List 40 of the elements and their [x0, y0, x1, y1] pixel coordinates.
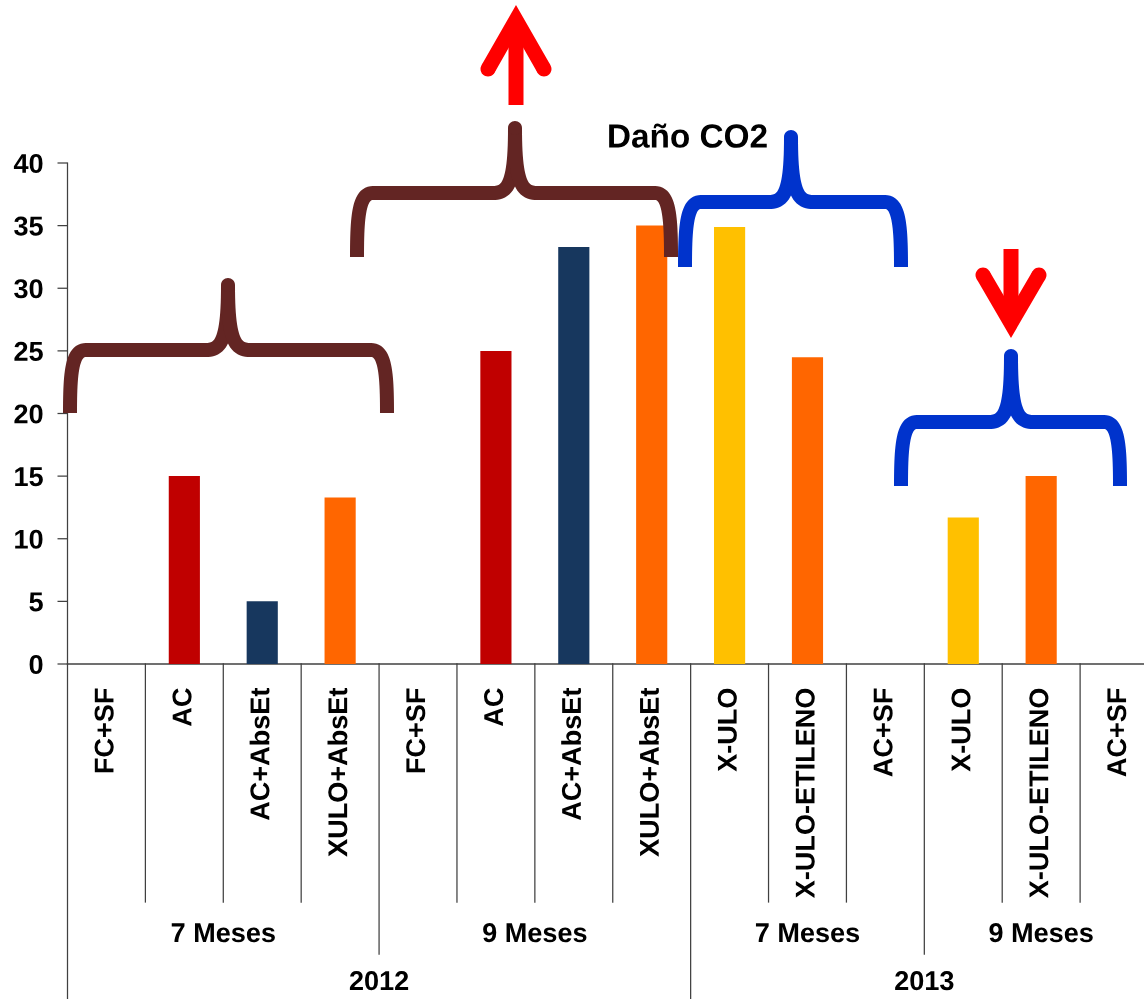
- x-tick-label: FC+SF: [406, 688, 426, 773]
- y-tick-label: 40: [13, 153, 43, 174]
- x-tick-label: X-ULO: [717, 688, 737, 772]
- x-tick-label: AC+SF: [1107, 688, 1127, 777]
- bar: [558, 246, 590, 664]
- bar: [636, 225, 668, 664]
- y-tick-label: 10: [15, 529, 43, 549]
- y-tick-label: 0: [29, 654, 43, 675]
- x-tick-label: XULO+AbsEt: [639, 687, 659, 857]
- x-tick-label: FC+SF: [94, 688, 114, 773]
- x-tick-label: XULO+AbsEt: [327, 687, 348, 857]
- y-tick-label: 35: [14, 216, 43, 236]
- bar: [1025, 476, 1057, 664]
- bar: [714, 226, 746, 664]
- text: 7 Meses: [755, 923, 860, 943]
- y-tick-label: 5: [29, 592, 43, 612]
- x-tick-label: AC+SF: [873, 688, 893, 777]
- x-tick-label: X-ULO-ETILENO: [1029, 688, 1049, 899]
- y-tick-label: 20: [14, 404, 43, 424]
- text: 2013: [895, 971, 954, 991]
- text: 2012: [349, 971, 409, 991]
- bar: [480, 350, 512, 664]
- bar: [246, 601, 278, 664]
- x-tick-label: X-ULO: [951, 688, 971, 772]
- x-tick-label: AC+AbsEt: [561, 687, 582, 821]
- x-tick-label: AC: [172, 688, 192, 727]
- x-tick-label: X-ULO-ETILENO: [795, 688, 815, 899]
- x-tick-label: AC+AbsEt: [249, 687, 270, 821]
- bar: [324, 497, 356, 664]
- text: 9 Meses: [483, 923, 587, 943]
- y-tick-label: 25: [14, 341, 43, 361]
- y-tick-label: 30: [14, 279, 43, 299]
- y-tick-label: 15: [15, 467, 43, 487]
- bar: [168, 476, 200, 664]
- x-tick-label: AC: [484, 688, 504, 727]
- bar: [791, 357, 824, 664]
- chart-title: Daño CO2: [609, 123, 767, 148]
- text: 7 Meses: [171, 923, 275, 943]
- text: 9 Meses: [989, 923, 1093, 943]
- bar: [947, 517, 979, 664]
